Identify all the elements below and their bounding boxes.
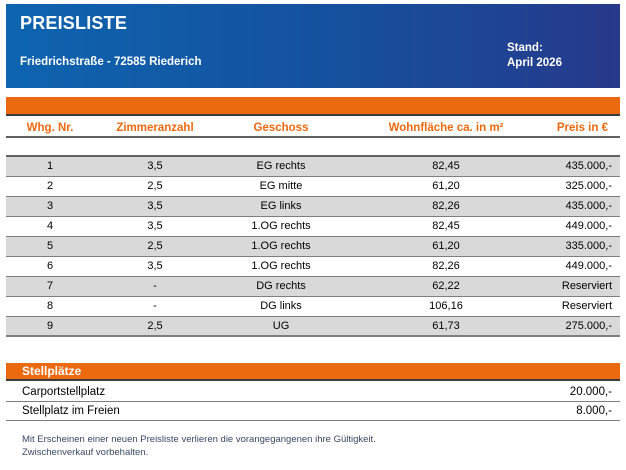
table-cell: 435.000,- (546, 196, 620, 217)
table-cell: 9 (6, 316, 94, 337)
table-row: 7- DG rechts 62,22 Reserviert (6, 276, 620, 297)
table-row: 4 3,5 1.OG rechts 82,45 449.000,- (6, 216, 620, 237)
table-cell: Reserviert (546, 276, 620, 297)
table-cell: 82,45 (346, 216, 546, 237)
table-cell: 3,5 (94, 216, 216, 237)
parking-label: Stellplatz im Freien (22, 405, 120, 417)
table-cell: 82,26 (346, 196, 546, 217)
table-cell: 6 (6, 256, 94, 277)
table-cell: 2,5 (94, 316, 216, 337)
price-table: 1 3,5 EG rechts 82,45 435.000,- 2 2,5 EG mitte 6… (6, 155, 620, 337)
table-cell: 275.000,- (546, 316, 620, 337)
parking-label: Carportstellplatz (22, 386, 106, 398)
col-header-zimmeranzahl: Zimmeranzahl (116, 121, 194, 134)
table-cell: EG links (216, 196, 346, 217)
table-cell: DG rechts (216, 276, 346, 297)
table-cell: - (94, 276, 216, 297)
table-cell: 1.OG rechts (216, 256, 346, 277)
table-cell: 8 (6, 296, 94, 317)
table-cell: 3,5 (94, 196, 216, 217)
address-line: Friedrichstraße - 72585 Riederich (20, 56, 202, 68)
table-row: 9 2,5 UG 61,73 275.000,- (6, 316, 620, 337)
table-cell: 61,73 (346, 316, 546, 337)
orange-divider-bar (6, 97, 620, 116)
price-table-body: 1 3,5 EG rechts 82,45 435.000,- 2 2,5 EG mitte 6… (6, 156, 620, 337)
validity-note-line2: Zwischenverkauf vorbehalten. (22, 446, 149, 458)
table-cell: Reserviert (546, 296, 620, 317)
table-cell: 82,26 (346, 256, 546, 277)
table-cell: 82,45 (346, 156, 546, 177)
parking-row-outdoor: Stellplatz im Freien 8.000,- (6, 402, 620, 421)
table-cell: 325.000,- (546, 176, 620, 197)
table-row: 1 3,5 EG rechts 82,45 435.000,- (6, 156, 620, 177)
parking-row-carport: Carportstellplatz 20.000,- (6, 383, 620, 402)
stand-value: April 2026 (507, 57, 562, 69)
table-cell: 61,20 (346, 236, 546, 257)
table-cell: 4 (6, 216, 94, 237)
table-header-row: Whg. Nr. Zimmeranzahl Geschoss Wohnfläch… (6, 119, 620, 138)
col-header-whg-nr: Whg. Nr. (26, 121, 74, 134)
table-cell: 1.OG rechts (216, 216, 346, 237)
date-block: Stand: April 2026 (507, 41, 562, 71)
col-header-wohnflaeche: Wohnfläche ca. in m² (388, 121, 504, 134)
table-cell: EG mitte (216, 176, 346, 197)
parking-price: 20.000,- (569, 386, 612, 398)
col-header-preis: Preis in € (556, 121, 608, 134)
parking-section-title: Stellplätze (22, 364, 82, 378)
parking-section-bar: Stellplätze (6, 363, 620, 381)
table-cell: 106,16 (346, 296, 546, 317)
table-row: 6 3,5 1.OG rechts 82,26 449.000,- (6, 256, 620, 277)
table-cell: 449.000,- (546, 256, 620, 277)
table-cell: 2,5 (94, 176, 216, 197)
table-cell: EG rechts (216, 156, 346, 177)
table-cell: 3,5 (94, 156, 216, 177)
table-cell: 3,5 (94, 256, 216, 277)
table-cell: 61,20 (346, 176, 546, 197)
page-title: PREISLISTE (20, 13, 128, 33)
validity-note: Mit Erscheinen einer neuen Preisliste ve… (22, 434, 582, 459)
table-cell: - (94, 296, 216, 317)
table-row: 2 2,5 EG mitte 61,20 325.000,- (6, 176, 620, 197)
table-cell: 449.000,- (546, 216, 620, 237)
table-cell: 5 (6, 236, 94, 257)
table-cell: 435.000,- (546, 156, 620, 177)
stand-label: Stand: (507, 42, 543, 54)
table-cell: UG (216, 316, 346, 337)
table-row: 3 3,5 EG links 82,26 435.000,- (6, 196, 620, 217)
parking-price: 8.000,- (576, 405, 612, 417)
table-cell: 2 (6, 176, 94, 197)
table-cell: 7 (6, 276, 94, 297)
table-cell: 335.000,- (546, 236, 620, 257)
table-row: 5 2,5 1.OG rechts 61,20 335.000,- (6, 236, 620, 257)
table-cell: DG links (216, 296, 346, 317)
table-cell: 1 (6, 156, 94, 177)
page-header: PREISLISTE Friedrichstraße - 72585 Riede… (6, 4, 620, 88)
table-cell: 1.OG rechts (216, 236, 346, 257)
validity-note-line1: Mit Erscheinen einer neuen Preisliste ve… (22, 434, 376, 445)
table-cell: 62,22 (346, 276, 546, 297)
table-cell: 3 (6, 196, 94, 217)
table-row: 8- DG links 106,16 Reserviert (6, 296, 620, 317)
col-header-geschoss: Geschoss (253, 121, 309, 134)
table-cell: 2,5 (94, 236, 216, 257)
